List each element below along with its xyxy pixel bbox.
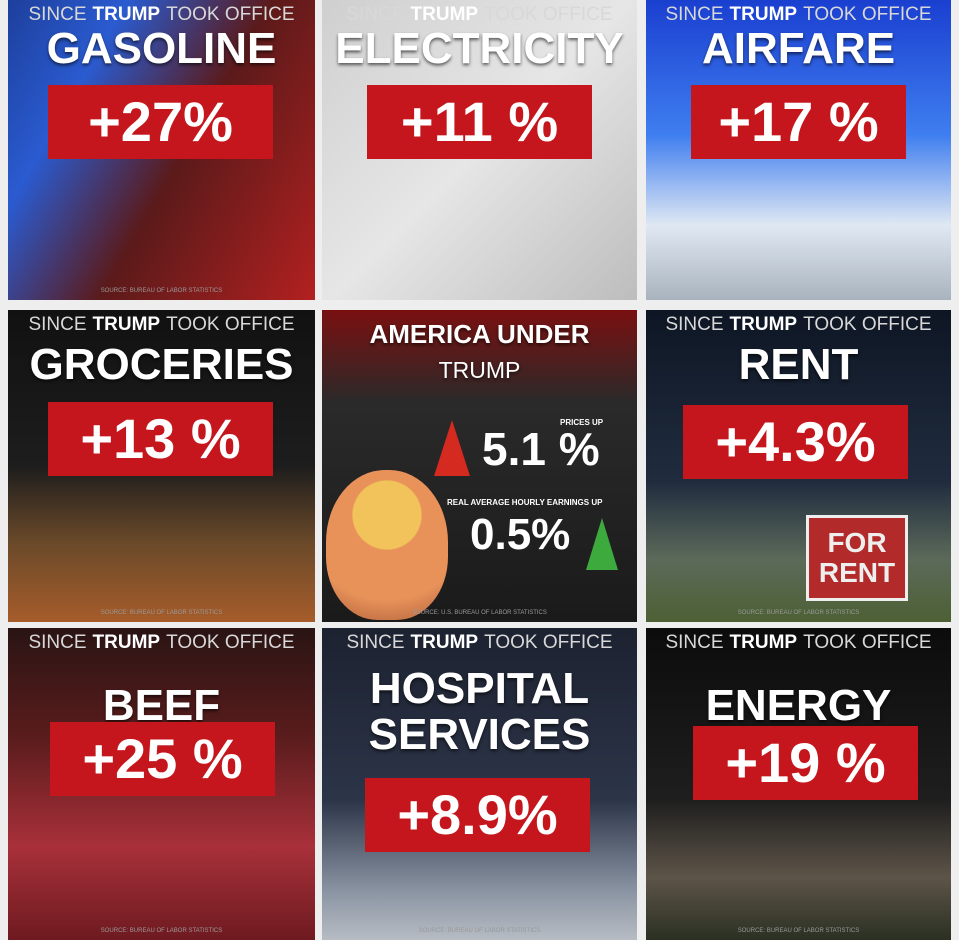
header-trump: TRUMP [92,632,161,653]
header-since: SINCE [28,632,87,653]
tile: SINCE TRUMP TOOK OFFICE BEEF +25 % SOURCE: BU… [8,628,315,940]
tile-header: SINCE TRUMP TOOK OFFICE [8,4,315,26]
tile: SINCE TRUMP TOOK OFFICE RENT +4.3% FOR RENT SOU… [646,310,951,622]
header-took-office: TOOK OFFICE [484,632,613,653]
header-took-office: TOOK OFFICE [803,632,932,653]
header-took-office: TOOK OFFICE [803,314,932,335]
source-note: SOURCE: U.S. BUREAU OF LABOR STATISTICS [412,610,547,616]
up-arrow-red [434,420,470,476]
tile: SINCE TRUMP TOOK OFFICE GROCERIES +13 % SOURC… [8,310,315,622]
tile-title: ELECTRICITY [335,24,624,73]
tile: SINCE TRUMP TOOK OFFICE AIRFARE +17 % [646,0,951,300]
tile-title: GASOLINE [46,24,277,73]
change-value: +8.9% [365,778,590,852]
header-took-office: TOOK OFFICE [166,632,295,653]
header-trump: TRUMP [92,4,161,25]
tile-title: ENERGY [705,681,892,730]
source-note: SOURCE: BUREAU OF LABOR STATISTICS [100,928,223,934]
source-note: SOURCE: BUREAU OF LABOR STATISTICS [737,928,860,934]
tile-title: GROCERIES [29,340,294,389]
header-since: SINCE [665,4,724,25]
tile: SINCE TRUMP TOOK OFFICE HOSPITAL SERVICES +8.… [322,628,637,940]
header-since: SINCE [346,632,405,653]
sign-line: FOR [827,527,887,558]
tile-title: HOSPITAL [369,664,590,713]
header-took-office: TOOK OFFICE [484,4,613,25]
tile-header: SINCE TRUMP TOOK OFFICE [8,632,315,654]
header-since: SINCE [665,632,724,653]
source-note: SOURCE: BUREAU OF LABOR STATISTICS [100,288,223,294]
change-value: +25 % [50,722,275,796]
change-value: +19 % [693,726,918,800]
tile-header: SINCE TRUMP TOOK OFFICE [646,4,951,26]
tile-header: SINCE TRUMP TOOK OFFICE [322,632,637,654]
earnings-label: REAL AVERAGE HOURLY EARNINGS UP [447,498,603,507]
header-trump: TRUMP [729,314,798,335]
change-value: +4.3% [683,405,908,479]
tile: SINCE TRUMP TOOK OFFICE ENERGY +19 % SOURCE: … [646,628,951,940]
header-trump: TRUMP [92,314,161,335]
source-note: SOURCE: BUREAU OF LABOR STATISTICS [418,928,541,934]
tile-title: AMERICA UNDER [369,319,590,349]
header-took-office: TOOK OFFICE [166,314,295,335]
header-since: SINCE [665,314,724,335]
tile-header: SINCE TRUMP TOOK OFFICE [8,314,315,336]
earnings-value: 0.5% [470,510,571,559]
for-rent-sign: FOR RENT [806,515,908,601]
prices-label: PRICES UP [560,418,604,427]
up-arrow-green [586,518,618,570]
header-took-office: TOOK OFFICE [803,4,932,25]
change-value: +27% [48,85,273,159]
change-value: +13 % [48,402,273,476]
header-trump: TRUMP [729,4,798,25]
tile-title: TRUMP [438,357,521,383]
header-trump: TRUMP [410,632,479,653]
header-since: SINCE [346,4,405,25]
header-since: SINCE [28,314,87,335]
trump-face [326,470,448,620]
tile-header: SINCE TRUMP TOOK OFFICE [646,314,951,336]
source-note: SOURCE: BUREAU OF LABOR STATISTICS [737,610,860,616]
change-value: +11 % [367,85,592,159]
header-trump: TRUMP [729,632,798,653]
sign-line: RENT [818,557,896,588]
tile-header: SINCE TRUMP TOOK OFFICE [646,632,951,654]
source-note: SOURCE: BUREAU OF LABOR STATISTICS [100,610,223,616]
tile: SINCE TRUMP TOOK OFFICE GASOLINE +27% SOURCE:… [8,0,315,300]
tile-title: RENT [738,340,859,389]
change-value: +17 % [691,85,906,159]
prices-value: 5.1 % [482,423,600,475]
header-trump: TRUMP [410,4,479,25]
tile-title: AIRFARE [701,24,896,73]
tile-title: SERVICES [368,710,591,759]
header-took-office: TOOK OFFICE [166,4,295,25]
tile-header: SINCE TRUMP TOOK OFFICE [322,4,637,26]
tile: SINCE TRUMP TOOK OFFICE ELECTRICITY +11 % [322,0,637,300]
tile: AMERICA UNDER TRUMP PRICES UP 5.1 % REAL AVE… [322,310,637,622]
tile-title: BEEF [102,681,221,730]
header-since: SINCE [28,4,87,25]
